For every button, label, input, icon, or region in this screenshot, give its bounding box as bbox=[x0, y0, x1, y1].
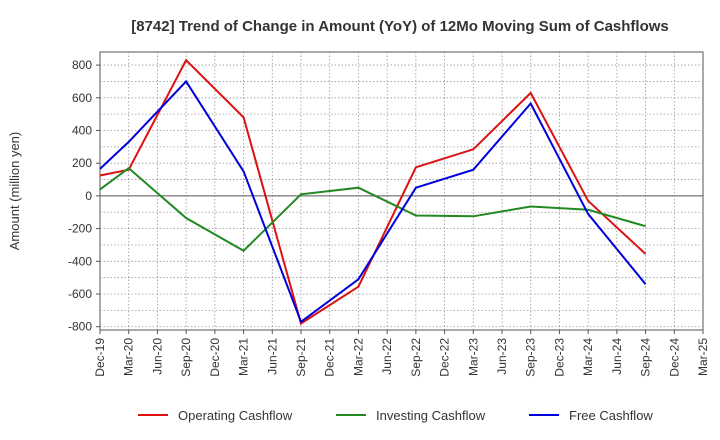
x-tick-label: Mar-20 bbox=[122, 338, 136, 376]
x-tick-label: Sep-20 bbox=[179, 338, 193, 377]
legend-label-free-cashflow: Free Cashflow bbox=[569, 408, 653, 423]
y-tick-label: 800 bbox=[72, 58, 92, 72]
series-line-investing-cashflow bbox=[99, 166, 646, 252]
chart-title: [8742] Trend of Change in Amount (YoY) o… bbox=[131, 18, 669, 35]
x-tick-label: Sep-24 bbox=[639, 338, 653, 377]
series-line-free-cashflow bbox=[99, 79, 647, 324]
x-tick-label: Dec-22 bbox=[438, 338, 452, 377]
x-tick-label: Dec-20 bbox=[208, 338, 222, 377]
y-tick-label: -800 bbox=[68, 320, 92, 334]
y-tick-label: 0 bbox=[85, 189, 92, 203]
x-tick-label: Mar-25 bbox=[696, 338, 710, 376]
series-line-operating-cashflow bbox=[99, 58, 647, 326]
legend-label-operating-cashflow: Operating Cashflow bbox=[178, 408, 293, 423]
plot-area bbox=[99, 51, 704, 331]
x-tick-label: Dec-23 bbox=[552, 338, 566, 377]
x-tick-label: Sep-22 bbox=[409, 338, 423, 377]
x-tick-label: Jun-20 bbox=[150, 338, 164, 375]
legend-label-investing-cashflow: Investing Cashflow bbox=[376, 408, 486, 423]
x-tick-label: Mar-23 bbox=[466, 338, 480, 376]
x-tick-label: Mar-21 bbox=[237, 338, 251, 376]
y-tick-label: -600 bbox=[68, 287, 92, 301]
x-tick-label: Sep-21 bbox=[294, 338, 308, 377]
y-tick-label: -200 bbox=[68, 222, 92, 236]
x-tick-label: Dec-21 bbox=[323, 338, 337, 377]
y-axis-label: Amount (million yen) bbox=[7, 132, 22, 251]
x-tick-label: Dec-24 bbox=[667, 338, 681, 377]
y-tick-label: 400 bbox=[72, 123, 92, 137]
y-tick-label: 200 bbox=[72, 156, 92, 170]
x-tick-label: Mar-22 bbox=[351, 338, 365, 376]
x-tick-label: Jun-21 bbox=[265, 338, 279, 375]
x-tick-label: Mar-24 bbox=[581, 338, 595, 376]
x-tick-label: Dec-19 bbox=[93, 338, 107, 377]
y-tick-label: 600 bbox=[72, 91, 92, 105]
x-tick-label: Sep-23 bbox=[524, 338, 538, 377]
y-tick-label: -400 bbox=[68, 254, 92, 268]
x-tick-label: Jun-22 bbox=[380, 338, 394, 375]
x-tick-label: Jun-24 bbox=[610, 338, 624, 375]
x-tick-label: Jun-23 bbox=[495, 338, 509, 375]
